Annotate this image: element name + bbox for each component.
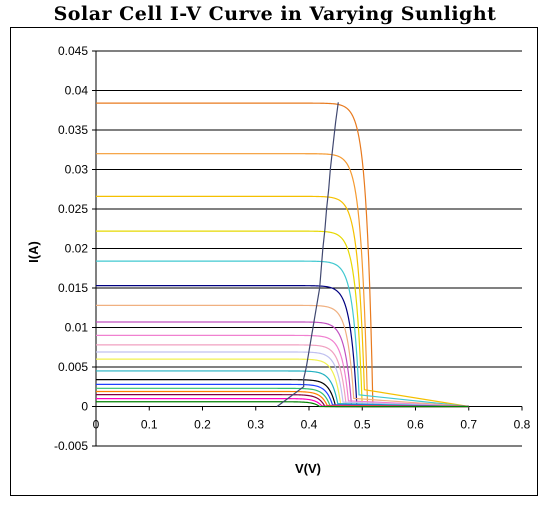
- series-line-11: [96, 351, 469, 408]
- y-axis-title: I(A): [26, 241, 41, 263]
- series-line-18: [96, 394, 469, 408]
- y-tick-label: 0.01: [65, 321, 89, 335]
- series-line-14: [96, 379, 469, 408]
- y-tick-label: 0.045: [58, 44, 88, 58]
- chart-title: Solar Cell I-V Curve in Varying Sunlight: [53, 3, 497, 25]
- y-tick-label: 0.04: [65, 84, 89, 98]
- series-line-17: [96, 390, 469, 408]
- series-line-4: [96, 230, 469, 408]
- x-tick-label: 0.2: [194, 418, 211, 432]
- x-tick-label: 0.4: [301, 418, 318, 432]
- x-tick-label: 0.8: [514, 418, 531, 432]
- series-line-6: [96, 285, 469, 408]
- y-tick-label: 0.03: [65, 163, 89, 177]
- series-line-8: [96, 321, 469, 408]
- series-line-9: [96, 334, 469, 408]
- series-line-1: [96, 102, 469, 408]
- series-line-5: [96, 260, 469, 408]
- y-tick-label: -0.005: [54, 439, 88, 453]
- series-line-15: [96, 383, 469, 408]
- x-tick-label: 0.3: [247, 418, 264, 432]
- max-power-line: [276, 102, 339, 407]
- y-tick-label: 0.02: [65, 242, 89, 256]
- y-tick-label: 0.035: [58, 123, 88, 137]
- max-power-point-line: [276, 102, 339, 407]
- gridlines: [96, 50, 522, 447]
- y-tick-label: 0.005: [58, 360, 88, 374]
- series-line-3: [96, 195, 469, 408]
- series-line-10: [96, 344, 469, 408]
- series-lines: [96, 102, 469, 408]
- y-tick-label: 0: [81, 400, 88, 414]
- x-tick-label: 0.1: [141, 418, 158, 432]
- series-line-13: [96, 370, 469, 408]
- x-tick-label: 0: [93, 418, 100, 432]
- x-tick-labels: 0 0.1 0.2 0.3 0.4 0.5 0.6 0.7 0.8: [93, 418, 531, 432]
- x-tick-label: 0.6: [407, 418, 424, 432]
- y-tick-label: 0.025: [58, 202, 88, 216]
- series-line-7: [96, 304, 469, 408]
- series-line-16: [96, 387, 469, 408]
- y-tick-label: 0.015: [58, 281, 88, 295]
- x-tick-label: 0.5: [354, 418, 371, 432]
- x-axis-title: V(V): [295, 461, 321, 476]
- chart-frame: [10, 27, 538, 496]
- series-line-2: [96, 153, 469, 408]
- y-tick-labels: -0.005 0 0.005 0.01 0.015 0.02 0.025 0.03 0.035 0…: [54, 44, 88, 453]
- series-line-19: [96, 398, 469, 408]
- x-tick-label: 0.7: [460, 418, 477, 432]
- series-line-12: [96, 358, 469, 408]
